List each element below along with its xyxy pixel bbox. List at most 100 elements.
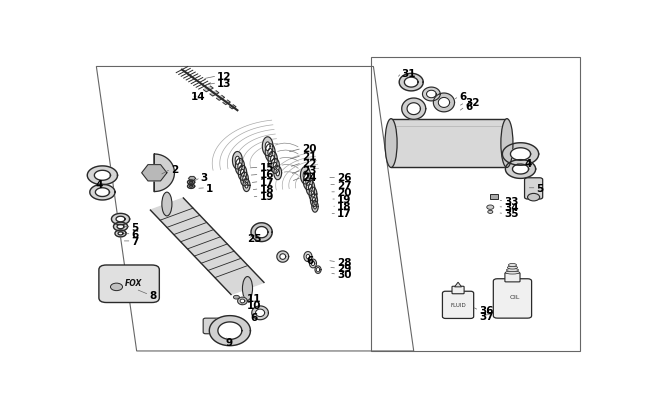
Text: 4: 4 [96, 179, 103, 189]
Polygon shape [502, 143, 539, 166]
Polygon shape [506, 160, 536, 179]
Text: 35: 35 [504, 209, 519, 219]
Ellipse shape [233, 296, 239, 299]
Polygon shape [190, 186, 192, 188]
Polygon shape [118, 232, 123, 235]
Polygon shape [242, 177, 246, 183]
Polygon shape [94, 171, 111, 181]
Polygon shape [251, 223, 272, 242]
Text: 22: 22 [302, 158, 317, 168]
Text: 23: 23 [302, 166, 317, 175]
Text: 24: 24 [302, 173, 317, 183]
FancyBboxPatch shape [99, 265, 159, 303]
Polygon shape [304, 174, 313, 190]
Text: 2: 2 [171, 164, 178, 175]
Ellipse shape [508, 264, 517, 267]
Ellipse shape [487, 205, 494, 210]
Polygon shape [391, 119, 507, 168]
FancyBboxPatch shape [525, 178, 543, 200]
Text: 33: 33 [504, 196, 519, 207]
Polygon shape [265, 144, 275, 162]
Text: 25: 25 [248, 234, 262, 244]
Polygon shape [268, 149, 272, 157]
Ellipse shape [508, 266, 517, 269]
Polygon shape [210, 92, 219, 97]
Ellipse shape [385, 119, 397, 168]
Polygon shape [407, 104, 421, 115]
FancyBboxPatch shape [493, 279, 532, 318]
Text: 7: 7 [131, 237, 139, 246]
Polygon shape [238, 297, 247, 305]
Polygon shape [238, 163, 242, 171]
Polygon shape [402, 99, 426, 120]
Polygon shape [309, 185, 313, 192]
Polygon shape [265, 143, 270, 151]
Polygon shape [154, 155, 174, 192]
Polygon shape [312, 201, 318, 213]
Text: 34: 34 [504, 202, 519, 213]
Polygon shape [313, 198, 315, 204]
Text: FOX: FOX [124, 278, 142, 287]
Text: 16: 16 [259, 170, 274, 180]
Ellipse shape [162, 193, 172, 216]
Text: 17: 17 [337, 209, 352, 219]
Text: 14: 14 [191, 92, 205, 102]
Polygon shape [273, 163, 277, 170]
Text: 36: 36 [479, 305, 494, 315]
Polygon shape [216, 96, 225, 101]
Polygon shape [454, 283, 462, 287]
Polygon shape [209, 316, 250, 346]
Text: 31: 31 [402, 68, 416, 79]
Polygon shape [240, 170, 244, 177]
Text: 20: 20 [302, 144, 317, 154]
Polygon shape [96, 188, 109, 197]
FancyBboxPatch shape [490, 195, 498, 199]
Polygon shape [274, 166, 281, 180]
Polygon shape [277, 252, 289, 262]
Polygon shape [268, 152, 278, 168]
Polygon shape [276, 170, 280, 177]
Polygon shape [114, 223, 127, 231]
Polygon shape [245, 183, 248, 189]
Polygon shape [87, 166, 118, 185]
Polygon shape [399, 74, 423, 92]
Text: 26: 26 [337, 173, 352, 183]
Polygon shape [426, 91, 436, 98]
Ellipse shape [242, 277, 252, 301]
Polygon shape [271, 159, 280, 174]
Polygon shape [313, 205, 317, 209]
Text: 8: 8 [150, 290, 157, 300]
Polygon shape [150, 198, 264, 295]
Polygon shape [438, 98, 450, 108]
Text: 18: 18 [337, 202, 352, 212]
Polygon shape [300, 167, 310, 185]
Ellipse shape [506, 269, 519, 272]
Polygon shape [255, 227, 268, 238]
Polygon shape [309, 188, 317, 201]
Polygon shape [306, 181, 315, 196]
Polygon shape [238, 166, 247, 181]
Polygon shape [116, 217, 125, 222]
Polygon shape [188, 185, 194, 189]
Polygon shape [235, 157, 240, 165]
Polygon shape [115, 230, 126, 237]
Text: 6: 6 [306, 256, 313, 266]
Polygon shape [223, 101, 230, 105]
Text: 6: 6 [465, 102, 473, 112]
Text: 11: 11 [246, 293, 261, 303]
Polygon shape [512, 164, 528, 175]
Text: 13: 13 [217, 79, 232, 89]
Text: 19: 19 [337, 194, 352, 205]
Polygon shape [404, 78, 418, 88]
FancyBboxPatch shape [443, 292, 474, 319]
FancyBboxPatch shape [452, 287, 464, 294]
Polygon shape [233, 152, 242, 170]
Polygon shape [235, 159, 244, 175]
Polygon shape [270, 156, 275, 164]
Text: 4: 4 [525, 159, 532, 169]
Text: 6: 6 [131, 229, 139, 239]
Polygon shape [306, 255, 309, 259]
Text: 30: 30 [337, 270, 352, 280]
Text: 17: 17 [259, 177, 274, 187]
Text: 6: 6 [250, 312, 257, 322]
